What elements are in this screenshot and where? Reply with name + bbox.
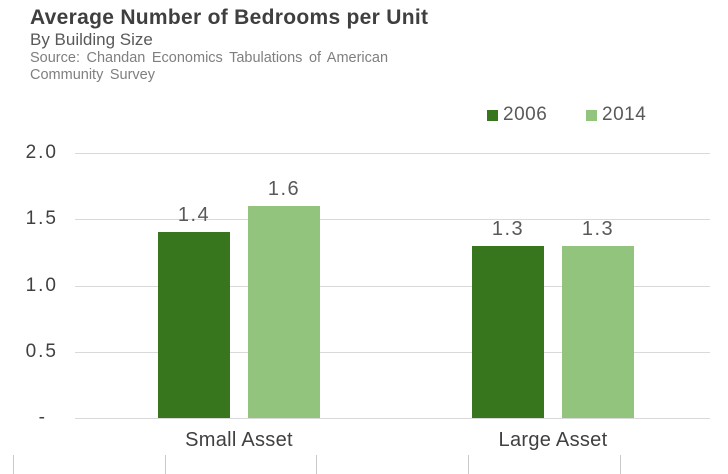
- y-axis-tick-label: 2.0: [25, 142, 58, 163]
- legend-label: 2006: [503, 104, 548, 125]
- chart-source-line-1: Source: Chandan Economics Tabulations of…: [30, 50, 389, 66]
- legend-label: 2014: [602, 104, 647, 125]
- bar-2014-large-asset: [562, 246, 634, 418]
- legend: 2006 2014: [0, 103, 728, 127]
- chart-subtitle: By Building Size: [30, 30, 153, 49]
- legend-swatch-icon: [586, 109, 597, 121]
- chart-title: Average Number of Bedrooms per Unit: [30, 6, 429, 29]
- x-axis-tick: [316, 455, 317, 474]
- gridline-1.5: [75, 219, 710, 220]
- data-label-2014-large-asset: 1.3: [581, 218, 615, 240]
- legend-item-2014: 2014: [586, 103, 646, 127]
- data-label-2006-large-asset: 1.3: [491, 218, 525, 240]
- y-axis-tick-label: 1.0: [25, 275, 58, 296]
- legend-item-2006: 2006: [487, 103, 547, 127]
- data-label-2006-small-asset: 1.4: [177, 204, 211, 226]
- gridline-1.0: [75, 286, 710, 287]
- x-axis-tick: [13, 455, 14, 474]
- category-label-small-asset: Small Asset: [185, 429, 293, 451]
- x-axis-tick: [165, 455, 166, 474]
- chart-source: Source: Chandan Economics Tabulations of…: [30, 50, 388, 83]
- chart-source-line-2: Community Survey: [30, 66, 155, 83]
- x-axis-tick: [620, 455, 621, 474]
- y-axis-tick-label: -: [38, 407, 47, 428]
- y-axis-tick-label: 1.5: [25, 208, 58, 229]
- gridline--: [75, 418, 710, 419]
- gridline-2.0: [75, 153, 710, 154]
- category-label-large-asset: Large Asset: [498, 429, 608, 451]
- data-label-2014-small-asset: 1.6: [267, 178, 301, 200]
- x-axis-tick: [468, 455, 469, 474]
- legend-swatch-icon: [487, 109, 498, 121]
- y-axis-tick-label: 0.5: [25, 341, 58, 362]
- bar-2006-large-asset: [472, 246, 544, 418]
- bar-2006-small-asset: [158, 232, 230, 418]
- gridline-0.5: [75, 352, 710, 353]
- bar-2014-small-asset: [248, 206, 320, 418]
